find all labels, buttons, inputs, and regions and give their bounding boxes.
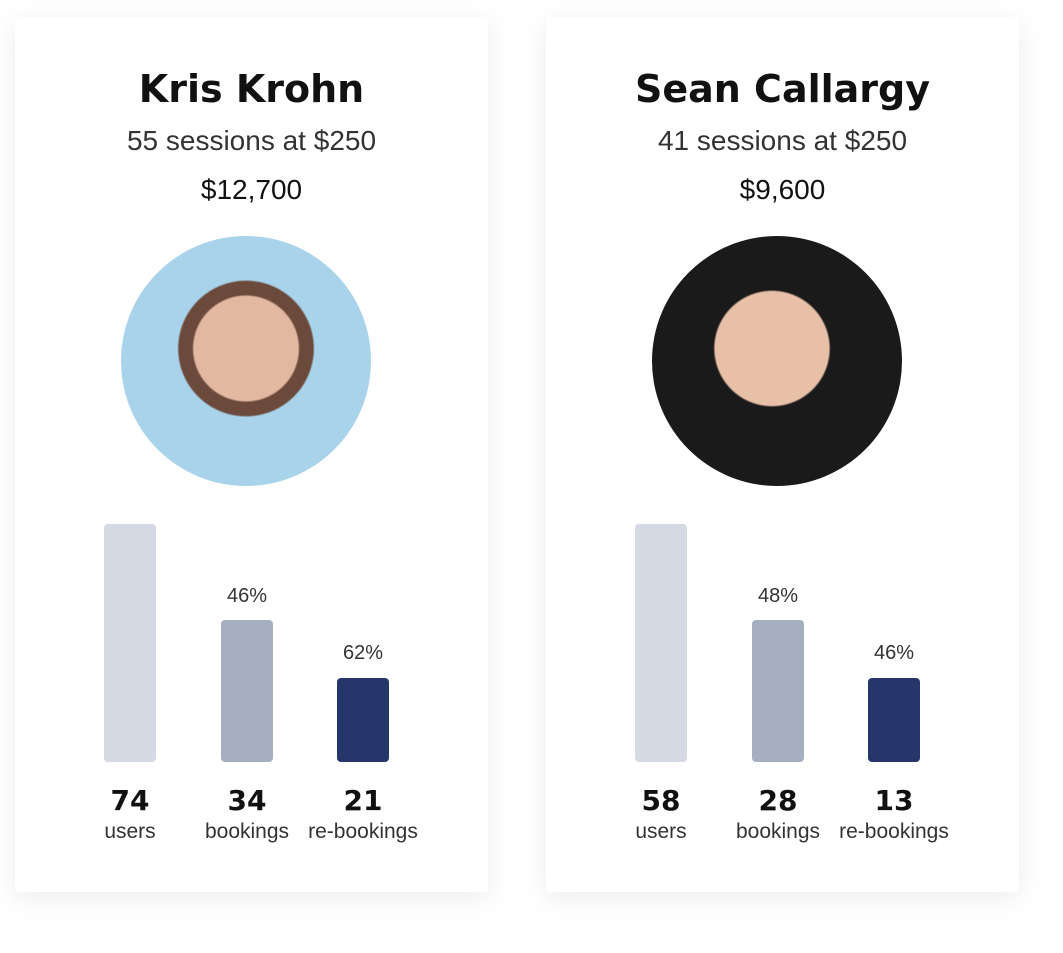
funnel-bar — [104, 524, 156, 762]
funnel-bar — [221, 620, 273, 762]
avatar — [652, 236, 902, 486]
avatar — [121, 236, 371, 486]
total-revenue: $9,600 — [739, 174, 826, 205]
stat-label: re-bookings — [308, 820, 418, 843]
stat-label: users — [104, 820, 156, 843]
stat-value: 21 — [343, 784, 383, 817]
stat-label: bookings — [204, 820, 290, 843]
coach-name: Sean Callargy — [634, 67, 930, 111]
funnel-bar — [752, 620, 804, 762]
stat-label: bookings — [735, 820, 821, 843]
conversion-rate: 62% — [342, 642, 384, 664]
conversion-rate: 46% — [873, 642, 915, 664]
stat-value: 28 — [758, 784, 798, 817]
conversion-rate: 46% — [226, 585, 268, 607]
stat-value: 58 — [641, 784, 681, 817]
stat-value: 34 — [227, 784, 267, 817]
sessions: 41 sessions at $250 — [657, 125, 908, 156]
stat-value: 74 — [110, 784, 150, 817]
conversion-rate: 48% — [757, 585, 799, 607]
total-revenue: $12,700 — [200, 174, 303, 205]
stat-label: re-bookings — [839, 820, 949, 843]
profile-card: Sean Callargy 41 sessions at $250 $9,600 58… — [546, 17, 1019, 892]
stat-value: 13 — [874, 784, 914, 817]
sessions: 55 sessions at $250 — [126, 125, 377, 156]
funnel-bar — [868, 678, 920, 762]
stat-label: users — [635, 820, 687, 843]
coach-name: Kris Krohn — [138, 67, 365, 111]
profile-card: Kris Krohn 55 sessions at $250 $12,700 74 us… — [15, 17, 488, 892]
funnel-bar — [635, 524, 687, 762]
funnel-bar — [337, 678, 389, 762]
